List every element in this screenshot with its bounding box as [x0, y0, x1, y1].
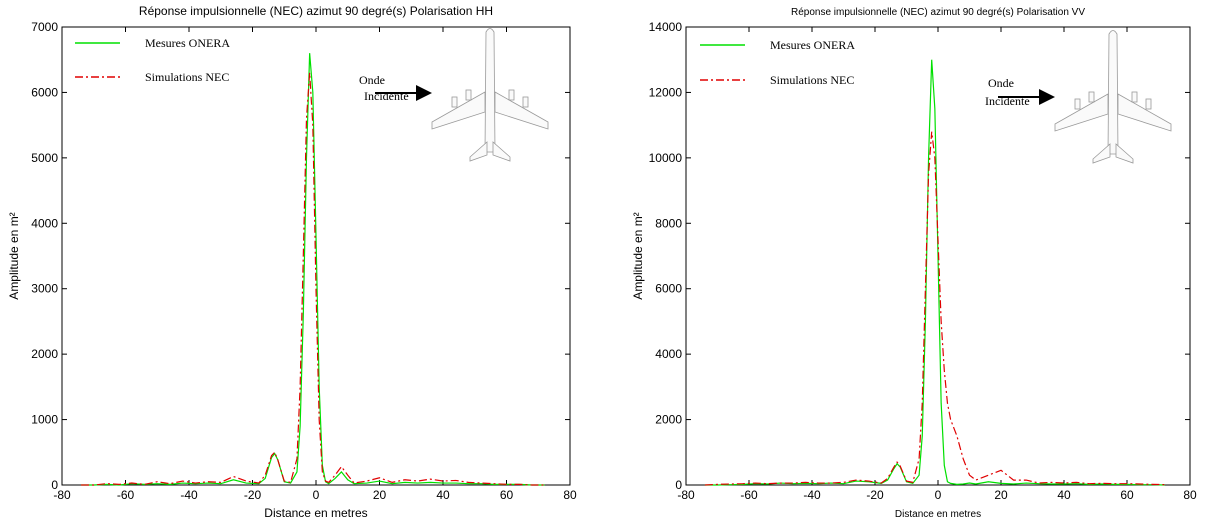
data-line — [81, 53, 545, 486]
x-tick-label: -80 — [53, 488, 71, 502]
annotation: Onde — [359, 73, 385, 87]
y-tick-label: 5000 — [31, 151, 58, 165]
annotation: Incidente — [364, 89, 409, 103]
x-tick-label: 60 — [1120, 488, 1134, 502]
x-tick-label: 40 — [436, 488, 450, 502]
y-tick-label: 0 — [51, 478, 58, 492]
y-tick-label: 2000 — [655, 413, 682, 427]
y-tick-label: 1000 — [31, 413, 58, 427]
x-tick-label: -80 — [677, 488, 695, 502]
annotation: Onde — [988, 76, 1014, 90]
data-line — [704, 131, 1165, 486]
x-tick-label: -20 — [244, 488, 262, 502]
airplane-icon — [1054, 30, 1172, 164]
chart-title: Réponse impulsionnelle (NEC) azimut 90 d… — [139, 4, 493, 18]
y-tick-label: 14000 — [649, 20, 683, 34]
x-tick-label: 20 — [994, 488, 1008, 502]
data-line — [704, 59, 1165, 486]
x-tick-label: 80 — [563, 488, 577, 502]
x-tick-label: -20 — [866, 488, 884, 502]
x-tick-label: 80 — [1183, 488, 1197, 502]
y-tick-label: 3000 — [31, 282, 58, 296]
x-tick-label: -40 — [180, 488, 198, 502]
y-tick-label: 10000 — [649, 151, 683, 165]
x-tick-label: -40 — [803, 488, 821, 502]
y-tick-label: 6000 — [655, 282, 682, 296]
y-tick-label: 4000 — [655, 347, 682, 361]
y-tick-label: 0 — [675, 478, 682, 492]
y-tick-label: 6000 — [31, 85, 58, 99]
x-tick-label: 0 — [935, 488, 942, 502]
y-tick-label: 2000 — [31, 347, 58, 361]
legend-label: Simulations NEC — [770, 73, 854, 87]
annotation: Incidente — [985, 94, 1030, 108]
x-axis-label: Distance en metres — [895, 509, 981, 520]
x-tick-label: 40 — [1057, 488, 1071, 502]
y-tick-label: 12000 — [649, 85, 683, 99]
chart-title: Réponse impulsionnelle (NEC) azimut 90 d… — [791, 7, 1085, 18]
y-tick-label: 7000 — [31, 20, 58, 34]
y-axis-label: Amplitude en m² — [7, 212, 21, 299]
x-tick-label: 0 — [313, 488, 320, 502]
x-tick-label: 20 — [373, 488, 387, 502]
y-tick-label: 4000 — [31, 216, 58, 230]
y-axis-label: Amplitude en m² — [631, 212, 645, 299]
x-tick-label: 60 — [500, 488, 514, 502]
airplane-icon — [431, 28, 549, 162]
y-tick-label: 8000 — [655, 216, 682, 230]
x-tick-label: -60 — [740, 488, 758, 502]
x-axis-label: Distance en metres — [264, 506, 367, 520]
legend-label: Mesures ONERA — [770, 38, 855, 52]
data-line — [81, 72, 545, 486]
x-tick-label: -60 — [117, 488, 135, 502]
legend-label: Simulations NEC — [145, 70, 229, 84]
legend-label: Mesures ONERA — [145, 36, 230, 50]
